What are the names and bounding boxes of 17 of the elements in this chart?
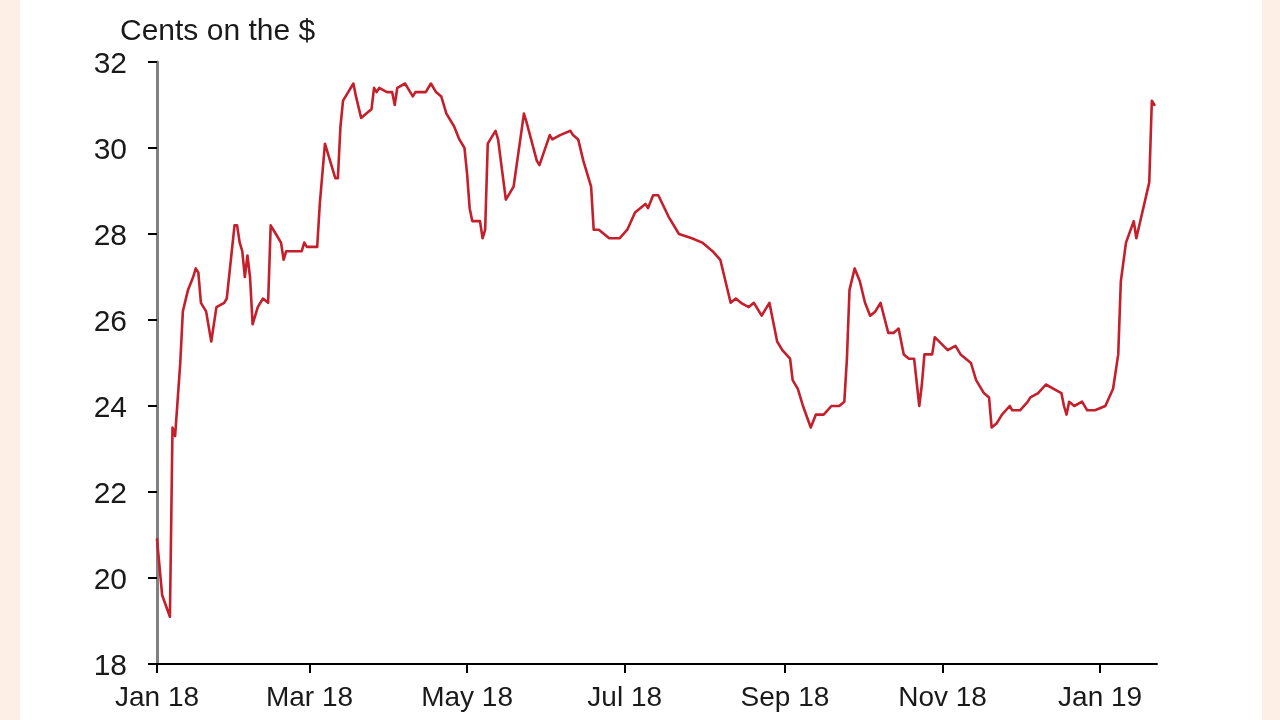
y-tick-label: 26	[93, 303, 127, 337]
y-tick-label: 30	[93, 131, 127, 165]
y-tick-label: 32	[93, 45, 127, 79]
y-tick-label: 28	[93, 217, 127, 251]
line-series	[155, 82, 1156, 618]
x-tick-label: Jan 18	[114, 680, 200, 712]
y-axis-title: Cents on the $	[120, 12, 316, 46]
x-tick-label: May 18	[421, 680, 513, 712]
y-tick-label: 24	[93, 389, 127, 423]
x-tick-label: Mar 18	[265, 680, 354, 712]
x-tick-label: Jul 18	[587, 680, 663, 712]
y-tick-label: 20	[93, 561, 127, 595]
x-tick-label: Jan 19	[1058, 680, 1143, 712]
y-tick-label: 22	[93, 475, 127, 509]
x-tick-label: Nov 18	[898, 680, 987, 712]
x-tick-label: Sep 18	[740, 680, 830, 712]
y-tick-label: 18	[93, 647, 127, 681]
